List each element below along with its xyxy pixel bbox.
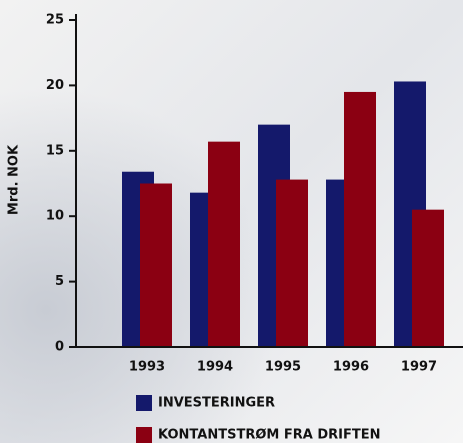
x-tick-label: 1996 xyxy=(333,360,369,375)
y-tick-label: 5 xyxy=(55,274,64,289)
bar xyxy=(276,179,308,347)
x-tick-label: 1994 xyxy=(197,360,233,375)
y-tick-label: 0 xyxy=(55,340,64,355)
y-tick-label: 10 xyxy=(46,209,64,224)
x-tick-label: 1997 xyxy=(401,360,437,375)
legend-swatch xyxy=(136,395,152,411)
legend-label: INVESTERINGER xyxy=(158,396,275,411)
legend-swatch xyxy=(136,427,152,443)
bar xyxy=(208,141,240,347)
y-axis-label: Mrd. NOK xyxy=(7,144,22,215)
y-tick-label: 20 xyxy=(46,78,64,93)
legend-label: KONTANTSTRØM FRA DRIFTEN xyxy=(158,428,380,443)
bar xyxy=(140,183,172,347)
x-tick-label: 1993 xyxy=(129,360,165,375)
x-tick-label: 1995 xyxy=(265,360,301,375)
bar xyxy=(344,91,376,347)
bar xyxy=(412,209,444,347)
y-tick-label: 25 xyxy=(46,13,64,28)
y-tick-label: 15 xyxy=(46,143,64,158)
